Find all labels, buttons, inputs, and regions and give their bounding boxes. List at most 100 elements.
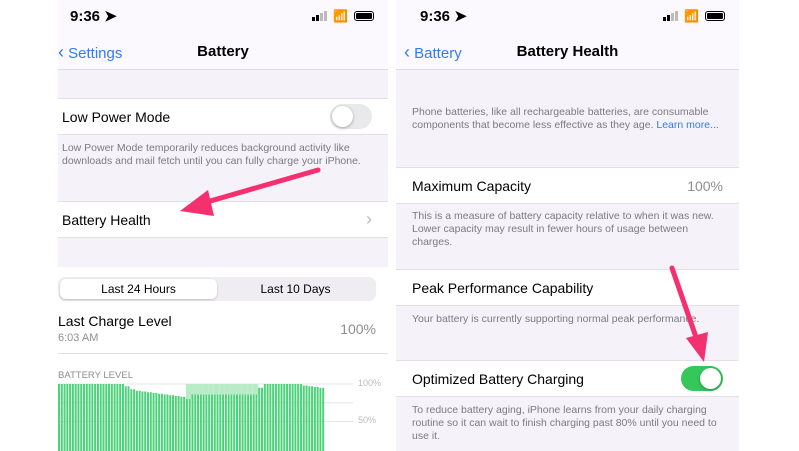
battery-bar [138,390,141,451]
battery-bar [202,394,205,451]
battery-bar [299,384,302,451]
battery-bar [269,384,272,451]
optimized-charging-row: Optimized Battery Charging [396,360,739,397]
charging-bar [197,384,203,395]
battery-bar [144,391,147,451]
battery-bar [124,386,127,451]
battery-bar [185,399,188,451]
maximum-capacity-row: Maximum Capacity 100% [396,167,739,204]
battery-bar [222,394,225,451]
battery-icon [354,11,374,21]
battery-bar [283,384,286,451]
battery-bar [113,384,116,451]
y-tick-50: 50% [358,415,377,425]
low-power-toggle[interactable] [330,104,372,129]
segment-last-10-days[interactable]: Last 10 Days [260,282,331,296]
battery-bar [191,394,194,451]
battery-bar [77,384,80,451]
segment-last-24-hours[interactable]: Last 24 Hours [60,279,217,299]
charging-bar [241,384,248,395]
battery-bar [302,385,305,451]
battery-bar [241,394,244,451]
battery-bar [238,394,241,451]
battery-bar [286,384,289,451]
battery-bar [311,386,314,451]
battery-bar [308,386,311,451]
charging-bar [247,384,253,395]
battery-bar [172,395,175,451]
battery-bar [247,394,250,451]
battery-bar [272,384,275,451]
chart-title: BATTERY LEVEL [58,370,133,381]
battery-bar [121,384,124,451]
battery-level-chart [58,383,353,451]
battery-bar [316,387,319,451]
battery-bar [216,394,219,451]
battery-bar [224,394,227,451]
battery-bar [199,394,202,451]
signal-icon [312,11,328,21]
battery-bar [233,394,236,451]
charging-bar [191,384,198,395]
battery-health-label: Battery Health [62,211,151,228]
battery-bar [236,394,238,451]
low-power-mode-row: Low Power Mode [58,98,388,135]
last-charge-value: 100% [340,321,376,337]
battery-bar [177,396,180,451]
battery-bar [194,394,197,451]
battery-bar [130,389,133,451]
low-power-label: Low Power Mode [62,108,171,125]
battery-bar [69,384,72,451]
battery-bar [258,387,261,451]
battery-bar [210,394,213,451]
battery-bar [163,394,166,451]
nav-bar: ‹ Settings Battery [58,34,388,70]
battery-bar [213,394,216,451]
battery-health-row[interactable]: Battery Health › [58,201,388,238]
battery-bar [60,384,63,451]
optimized-charging-toggle[interactable] [681,366,723,391]
chevron-left-icon: ‹ [58,42,64,62]
battery-bar [255,394,258,451]
battery-bar [99,384,102,451]
maximum-capacity-footer: This is a measure of battery capacity re… [412,210,714,248]
battery-bar [133,389,136,451]
battery-bar [174,396,177,451]
learn-more-link[interactable]: Learn more... [656,119,719,131]
battery-bar [280,384,283,451]
battery-screen: 9:36 ➤ 📶 ‹ Settings Battery Low Power Mo… [58,0,388,451]
battery-bar [83,384,86,451]
battery-bar [71,384,74,451]
battery-bar [180,396,183,451]
battery-bar [116,384,119,451]
battery-bar [277,384,280,451]
charging-bar [236,384,242,395]
intro-text: Phone batteries, like all rechargeable b… [412,106,719,131]
back-button[interactable]: ‹ Settings [58,42,123,62]
optimized-charging-label: Optimized Battery Charging [412,370,584,387]
battery-bar [110,384,113,451]
back-button[interactable]: ‹ Battery [404,42,462,62]
battery-bar [261,387,264,451]
battery-bar [74,384,77,451]
nav-bar: ‹ Battery Battery Health [396,34,739,70]
battery-bar [63,384,66,451]
optimized-charging-footer: To reduce battery aging, iPhone learns f… [412,404,717,442]
battery-bar [291,384,294,451]
time-range-segmented-control: Last 24 Hours Last 10 Days [58,277,376,301]
battery-bar [263,384,266,451]
battery-bar [127,386,130,451]
status-time: 9:36 ➤ [70,8,117,25]
battery-bar [105,384,108,451]
charging-bar [208,384,214,395]
battery-bar [108,384,111,451]
battery-bar [135,390,138,451]
peak-performance-row: Peak Performance Capability [396,269,739,306]
battery-bar [160,393,163,451]
battery-bar [85,384,88,451]
battery-bar [66,384,69,451]
charging-bar [224,384,231,395]
battery-bar [322,387,325,451]
battery-bar [219,394,222,451]
peak-performance-footer: Your battery is currently supporting nor… [412,313,700,325]
